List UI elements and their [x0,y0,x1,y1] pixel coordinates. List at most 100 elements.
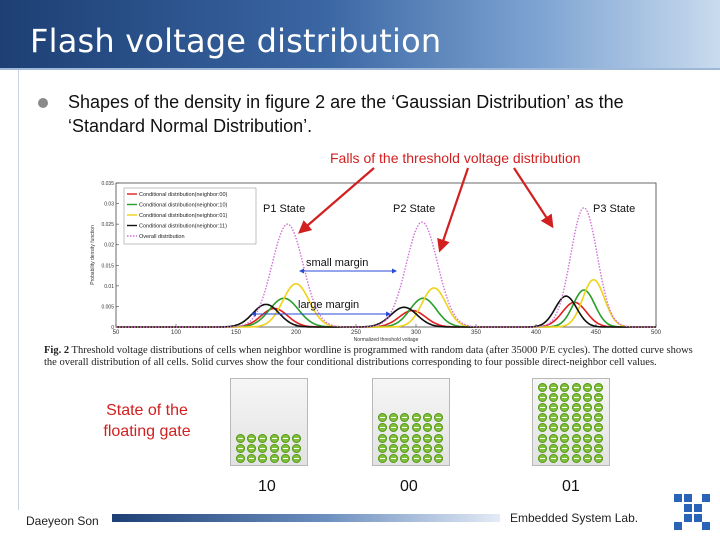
electron-icon [594,454,603,463]
electron-icon [422,413,432,423]
electron-icon [411,454,421,463]
electron-icon [549,392,559,402]
electron-icon [280,454,290,463]
electron-icon [434,443,443,453]
y-tick-label: 0.02 [104,243,114,249]
state-label: State of the floating gate [103,402,191,440]
legend-label-0: Conditional distribution(neighbor:00) [139,192,228,198]
electron-icon [560,382,570,392]
slide-title: Flash voltage distribution [30,22,442,60]
x-tick-label: 50 [113,330,120,336]
electron-icon [292,433,301,443]
electron-icon [571,433,581,443]
falls-label: Falls of the threshold voltage distribut… [330,150,581,166]
series-line-4 [116,206,656,328]
footer-lab: Embedded System Lab. [510,511,639,525]
electron-icon [538,413,547,423]
electron-icon [422,454,432,463]
electron-icon [538,423,547,433]
electron-icon [560,454,570,463]
electron-icon [549,443,559,453]
caption-body: Threshold voltage distributions of cells… [44,345,693,368]
electron-icon [560,443,570,453]
floating-gate-cell-10 [230,378,308,466]
electron-icon [378,413,387,423]
y-tick-label: 0.005 [101,304,114,310]
electron-icon [400,413,410,423]
electron-icon [538,382,547,392]
electron-icon [582,392,592,402]
electron-icon [594,413,603,423]
electron-icon [571,403,581,412]
cell-label-00: 00 [400,478,418,495]
electron-icon [594,423,603,433]
footer-bar [112,514,500,522]
y-axis-label: Probability density function [90,225,96,285]
legend-label-3: Conditional distribution(neighbor:11) [139,224,227,230]
floating-gate-cell-01 [532,378,610,466]
x-tick-label: 150 [231,330,242,336]
electron-icon [400,423,410,433]
electron-icon [247,443,257,453]
electron-icon [560,392,570,402]
electron-icon [400,443,410,453]
electron-icon [236,443,245,453]
electron-icon [594,443,603,453]
electron-icon [400,433,410,443]
electron-icon [258,433,268,443]
electron-icon [434,454,443,463]
legend-label-4: Overall distribution [139,234,185,240]
electron-icon [411,443,421,453]
electron-icon [269,433,279,443]
electron-icon [549,413,559,423]
electron-icon [538,403,547,412]
electron-icon [247,433,257,443]
annotation-p1-state: P1 State [263,203,305,215]
electron-icon [571,392,581,402]
annotation-small-margin: small margin [306,257,368,269]
electron-icon [560,413,570,423]
electron-icon [434,433,443,443]
electron-icon [538,454,547,463]
y-tick-label: 0.025 [101,222,114,228]
electron-icon [378,423,387,433]
electron-icon [389,443,399,453]
electron-icon [422,443,432,453]
electron-icon [549,382,559,392]
x-tick-label: 200 [291,330,302,336]
electron-icon [594,403,603,412]
electron-icon [582,443,592,453]
y-tick-label: 0.03 [104,202,114,208]
electron-icon [549,403,559,412]
y-tick-label: 0.015 [101,263,114,269]
electron-icon [292,443,301,453]
electron-icon [280,433,290,443]
figure-caption: Fig. 2 Threshold voltage distributions o… [44,345,700,369]
electron-icon [560,423,570,433]
cell-label-01: 01 [562,478,580,495]
electron-icon [594,382,603,392]
annotation-p3-state: P3 State [593,203,635,215]
electron-icon [549,423,559,433]
electron-icon [538,392,547,402]
caption-lead: Fig. 2 [44,345,70,356]
electron-icon [258,443,268,453]
electron-icon [269,443,279,453]
y-tick-label: 0.035 [101,181,114,187]
electron-icon [269,454,279,463]
electron-icon [236,454,245,463]
x-tick-label: 100 [171,330,182,336]
electron-icon [236,433,245,443]
electron-icon [411,423,421,433]
electron-icon [571,443,581,453]
electron-icon [389,413,399,423]
x-tick-label: 300 [411,330,422,336]
electron-icon [582,423,592,433]
x-tick-label: 250 [351,330,362,336]
footer-author: Daeyeon Son [26,514,99,528]
falls-arrow-2 [437,167,470,253]
title-bar [0,0,720,68]
electron-icon [582,413,592,423]
electron-icon [434,423,443,433]
